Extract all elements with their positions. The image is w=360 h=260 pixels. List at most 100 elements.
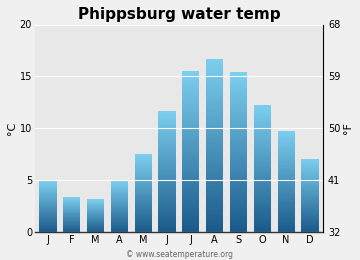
Bar: [39, 208, 57, 209]
Bar: [206, 211, 223, 213]
Bar: [254, 148, 271, 149]
Bar: [278, 222, 295, 224]
Bar: [278, 169, 295, 170]
Bar: [111, 180, 128, 181]
Bar: [206, 98, 223, 100]
Bar: [63, 210, 80, 211]
Bar: [158, 149, 176, 150]
Bar: [158, 207, 176, 208]
Bar: [206, 183, 223, 185]
Bar: [301, 171, 319, 172]
Bar: [278, 197, 295, 198]
Bar: [87, 225, 104, 226]
Bar: [230, 174, 247, 177]
Bar: [278, 170, 295, 171]
Bar: [230, 108, 247, 110]
Bar: [301, 190, 319, 191]
Bar: [63, 217, 80, 218]
Bar: [301, 167, 319, 168]
Title: Phippsburg water temp: Phippsburg water temp: [78, 7, 280, 22]
Bar: [111, 185, 128, 186]
Bar: [230, 217, 247, 218]
Bar: [301, 180, 319, 181]
Bar: [301, 195, 319, 196]
Bar: [254, 204, 271, 205]
Bar: [135, 179, 152, 180]
Bar: [230, 146, 247, 148]
Bar: [182, 196, 199, 198]
Bar: [230, 136, 247, 138]
Bar: [206, 159, 223, 161]
Bar: [158, 146, 176, 147]
Bar: [182, 126, 199, 128]
Bar: [135, 154, 152, 155]
Bar: [254, 202, 271, 204]
Bar: [230, 90, 247, 92]
Bar: [135, 170, 152, 171]
Bar: [135, 168, 152, 169]
Bar: [278, 174, 295, 175]
Bar: [111, 217, 128, 218]
Bar: [206, 59, 223, 61]
Bar: [254, 213, 271, 215]
Bar: [206, 128, 223, 131]
Bar: [87, 226, 104, 227]
Bar: [158, 135, 176, 137]
Bar: [182, 178, 199, 180]
Bar: [230, 230, 247, 232]
Bar: [135, 216, 152, 217]
Bar: [182, 218, 199, 220]
Bar: [301, 201, 319, 202]
Bar: [158, 131, 176, 132]
Bar: [182, 152, 199, 154]
Bar: [39, 212, 57, 213]
Bar: [278, 180, 295, 181]
Bar: [39, 195, 57, 196]
Bar: [63, 224, 80, 225]
Bar: [301, 199, 319, 200]
Bar: [301, 206, 319, 207]
Bar: [39, 228, 57, 229]
Bar: [158, 225, 176, 226]
Bar: [111, 182, 128, 183]
Bar: [182, 174, 199, 176]
Bar: [254, 111, 271, 113]
Bar: [206, 222, 223, 224]
Bar: [254, 117, 271, 119]
Bar: [158, 112, 176, 114]
Bar: [182, 95, 199, 98]
Bar: [182, 158, 199, 160]
Bar: [135, 229, 152, 230]
Bar: [301, 211, 319, 212]
Bar: [87, 205, 104, 206]
Bar: [278, 131, 295, 132]
Bar: [39, 189, 57, 190]
Bar: [158, 223, 176, 225]
Bar: [87, 220, 104, 221]
Bar: [230, 186, 247, 188]
Bar: [206, 78, 223, 81]
Bar: [87, 201, 104, 202]
Bar: [87, 216, 104, 217]
Bar: [158, 205, 176, 207]
Bar: [63, 218, 80, 219]
Bar: [254, 181, 271, 183]
Bar: [111, 183, 128, 184]
Bar: [206, 68, 223, 70]
Bar: [254, 223, 271, 224]
Bar: [182, 188, 199, 190]
Bar: [111, 192, 128, 193]
Bar: [135, 178, 152, 179]
Bar: [135, 212, 152, 213]
Bar: [278, 229, 295, 230]
Bar: [39, 199, 57, 200]
Bar: [254, 124, 271, 125]
Bar: [278, 201, 295, 202]
Bar: [254, 116, 271, 117]
Bar: [135, 197, 152, 198]
Bar: [206, 146, 223, 148]
Bar: [278, 208, 295, 210]
Bar: [301, 192, 319, 193]
Bar: [158, 173, 176, 175]
Bar: [301, 226, 319, 227]
